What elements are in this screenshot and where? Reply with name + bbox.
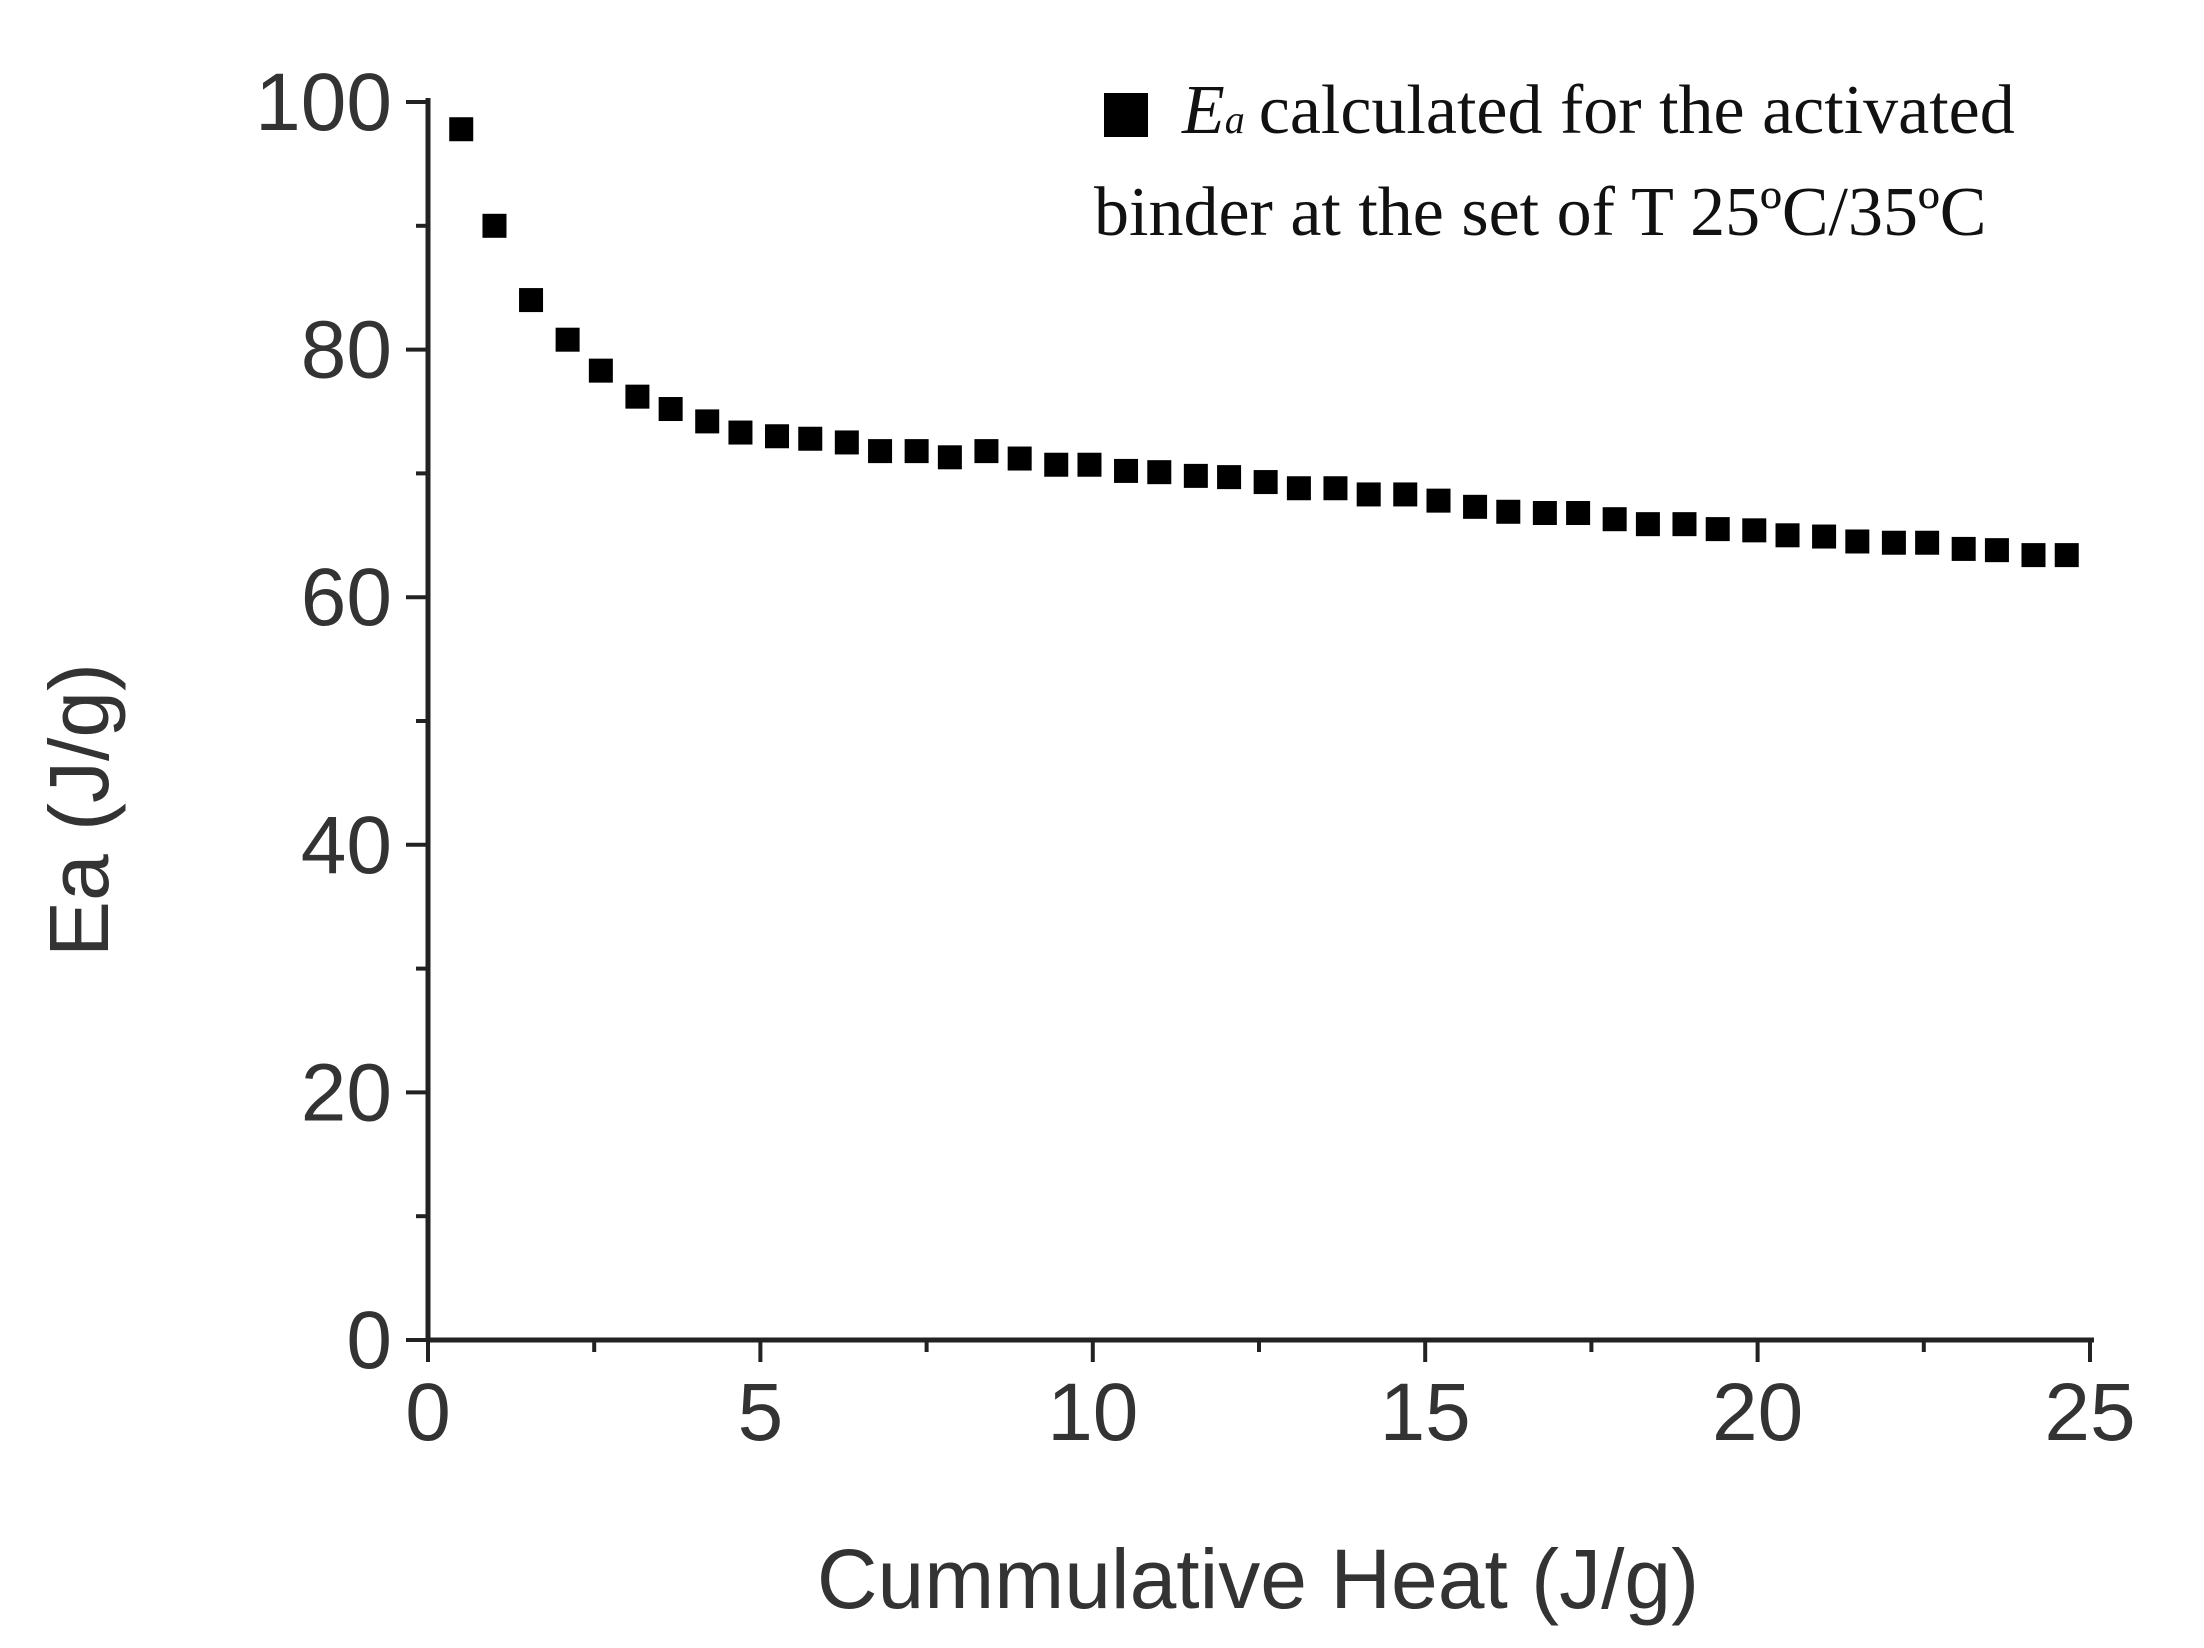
data-point [1007, 446, 1032, 471]
data-point [482, 213, 507, 238]
data-point [2021, 543, 2046, 568]
x-tick-labels: 0 5 10 15 20 25 [405, 1367, 2135, 1458]
y-tick-label: 80 [301, 305, 392, 396]
data-point [1915, 530, 1940, 555]
y-tick-label: 20 [301, 1047, 392, 1138]
data-point [1566, 501, 1591, 526]
data-point [695, 409, 720, 434]
x-tick-label: 20 [1712, 1367, 1803, 1458]
data-points [449, 117, 2079, 568]
data-point [1044, 452, 1069, 477]
data-point [1984, 538, 2009, 563]
data-point [1463, 494, 1488, 519]
y-tick-label: 40 [301, 800, 392, 891]
data-point [937, 445, 962, 470]
data-point [1775, 523, 1800, 548]
legend-label-line2: binder at the set of T 25ºC/35ºC [1094, 174, 1986, 251]
data-point [1253, 470, 1278, 495]
data-point [904, 439, 929, 464]
data-point [449, 117, 474, 142]
y-tick-label: 100 [255, 57, 392, 148]
data-point [1672, 512, 1697, 537]
data-point [1742, 518, 1767, 543]
data-point [1323, 476, 1348, 501]
data-point [765, 424, 790, 449]
data-point [834, 430, 859, 455]
y-axis-title: Ea (J/g) [32, 663, 126, 957]
x-tick-label: 5 [738, 1367, 784, 1458]
data-point [974, 439, 999, 464]
data-point [1705, 517, 1730, 542]
y-tick-labels: 0 20 40 60 80 100 [255, 57, 392, 1386]
data-point [1881, 530, 1906, 555]
x-tick-label: 15 [1380, 1367, 1471, 1458]
data-point [1183, 463, 1208, 488]
data-point [868, 439, 893, 464]
y-tick-label: 60 [301, 552, 392, 643]
legend-ea-subscript: a [1225, 97, 1245, 142]
data-point [2054, 543, 2079, 568]
x-tick-label: 10 [1047, 1367, 1138, 1458]
legend-marker [1104, 93, 1148, 137]
x-axis-title: Cummulative Heat (J/g) [817, 1532, 1699, 1626]
data-point [1496, 499, 1521, 524]
data-point [1426, 488, 1451, 513]
legend-line1-text: calculated for the activated [1259, 72, 2015, 149]
data-point [588, 358, 613, 383]
data-point [1217, 465, 1242, 490]
data-point [555, 327, 580, 352]
data-point [1635, 512, 1660, 537]
legend: Ea calculated for the activated binder at… [1094, 72, 2015, 251]
data-point [1077, 452, 1102, 477]
axes [406, 98, 2094, 1362]
data-point [658, 397, 683, 422]
data-point [1114, 458, 1139, 483]
data-point [1845, 529, 1870, 554]
data-point [798, 426, 823, 451]
data-point [1951, 536, 1976, 561]
y-tick-label: 0 [346, 1295, 392, 1386]
data-point [1532, 501, 1557, 526]
data-point [1812, 524, 1837, 549]
x-tick-label: 25 [2044, 1367, 2135, 1458]
x-tick-label: 0 [405, 1367, 451, 1458]
legend-label-line1: Ea calculated for the activated [1181, 72, 2015, 149]
data-point [1393, 482, 1418, 507]
data-point [625, 384, 650, 409]
data-point [1356, 482, 1381, 507]
data-point [519, 288, 544, 313]
data-point [1147, 460, 1172, 485]
data-point [728, 420, 753, 445]
legend-ea-symbol: E [1181, 72, 1225, 149]
data-point [1286, 476, 1311, 501]
data-point [1602, 507, 1627, 532]
